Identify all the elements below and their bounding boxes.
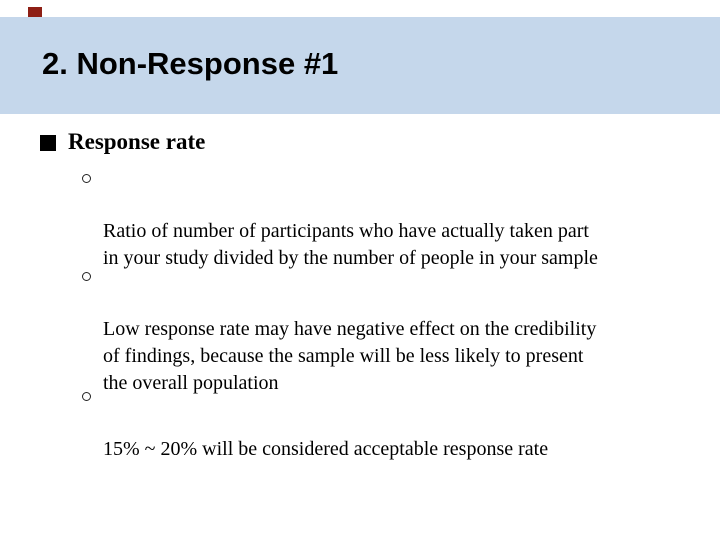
list-item-text: 15% ~ 20% will be considered acceptable … xyxy=(103,438,549,460)
title-band xyxy=(0,17,720,114)
circle-bullet-icon xyxy=(82,174,91,183)
accent-square xyxy=(28,7,42,20)
bullet-heading-response-rate: Response rate xyxy=(68,129,206,154)
list-item: 15% ~ 20% will be considered acceptable … xyxy=(82,382,720,463)
slide-title: 2. Non-Response #1 xyxy=(42,46,339,81)
square-bullet-icon xyxy=(40,135,56,151)
circle-bullet-icon xyxy=(82,392,91,401)
list-item-text: Low response rate may have negative effe… xyxy=(103,318,597,394)
list-item: Low response rate may have negative effe… xyxy=(82,262,720,397)
circle-bullet-icon xyxy=(82,272,91,281)
list-item: Ratio of number of participants who have… xyxy=(82,164,720,272)
list-item-text: Ratio of number of participants who have… xyxy=(103,220,598,269)
